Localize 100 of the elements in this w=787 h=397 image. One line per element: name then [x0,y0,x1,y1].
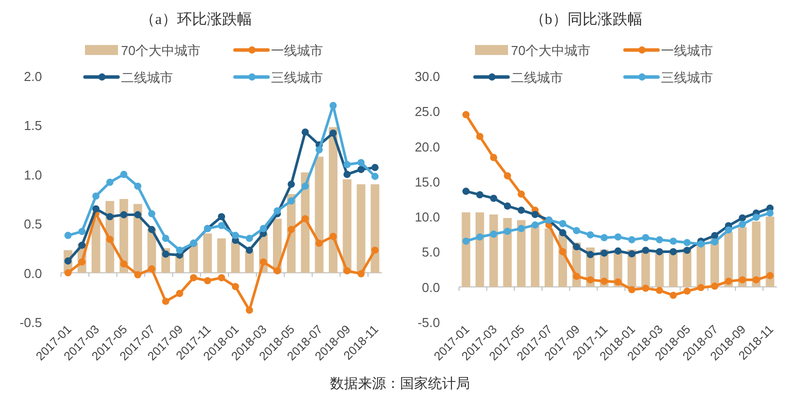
chart-title: （a）环比涨跌幅 [140,11,252,28]
bar [766,216,774,287]
point [218,274,226,282]
point [260,224,267,232]
point [642,234,650,242]
point [766,209,774,217]
point [614,247,622,255]
bar [530,224,540,287]
point [162,298,170,305]
bar [314,156,324,273]
bar [342,179,352,273]
point [683,287,691,295]
point [148,210,156,218]
point [518,190,525,198]
point [752,276,760,284]
point [559,220,566,228]
point [134,182,142,190]
point [92,192,100,200]
legend-label: 二线城市 [121,70,173,85]
point [738,276,746,284]
point [559,229,566,236]
bar [544,228,554,287]
bar [503,218,512,287]
point [738,214,746,222]
y-tick-label: 15.0 [414,174,440,190]
point [204,277,212,284]
legend-label: 70个大中城市 [511,43,590,58]
point [357,158,365,166]
point [330,232,337,240]
point [670,238,677,245]
y-tick-label: 1.0 [24,167,42,182]
point [218,213,226,220]
point [288,197,295,205]
point [476,191,484,198]
point [670,292,677,299]
point [490,194,498,202]
y-tick-label: -0.5 [20,315,42,330]
point [572,272,580,280]
point [246,306,254,314]
y-tick-label: 2.0 [24,69,42,84]
point [600,234,608,242]
point [357,270,365,278]
point [343,170,351,178]
point [531,210,539,218]
y-tick-label: 30.0 [414,69,440,84]
point [697,284,705,292]
bar [489,214,498,287]
point [330,129,337,137]
bar [217,238,226,273]
point [288,226,295,234]
point [628,286,636,294]
point [371,172,379,180]
point [462,111,470,118]
point [504,228,512,235]
point [600,250,608,257]
point [92,205,100,212]
point [490,230,498,238]
point [190,274,198,282]
point [504,172,512,180]
point [697,240,705,248]
point [683,238,691,246]
point [711,282,718,290]
point [274,207,281,214]
bar [516,220,526,287]
bar [752,221,760,287]
point [78,228,86,236]
point [232,232,240,240]
point [683,246,691,254]
y-tick-label: 10.0 [414,210,440,225]
legend-label: 三线城市 [661,70,713,85]
point [476,132,484,140]
point [246,246,254,254]
point [302,182,309,190]
point [476,233,484,241]
point [162,234,170,242]
point [738,220,746,228]
point [504,202,512,210]
source-note: 数据来源：国家统计局 [330,376,470,392]
point [246,234,254,242]
bar [462,212,470,287]
point [330,102,337,110]
point [218,222,226,230]
point [752,214,760,221]
legend-label: 一线城市 [661,43,713,58]
bar [245,251,254,273]
point [670,248,677,256]
legend-label: 二线城市 [511,70,563,85]
point [120,170,128,178]
point [176,246,184,254]
point [134,211,142,218]
point [274,267,281,274]
point [518,206,525,214]
point [656,286,664,294]
point [302,128,309,136]
point [120,260,128,268]
point [614,278,622,286]
point [106,178,114,186]
point [559,248,566,256]
point [232,282,240,290]
chart-title: （b）同比涨跌幅 [530,11,642,28]
